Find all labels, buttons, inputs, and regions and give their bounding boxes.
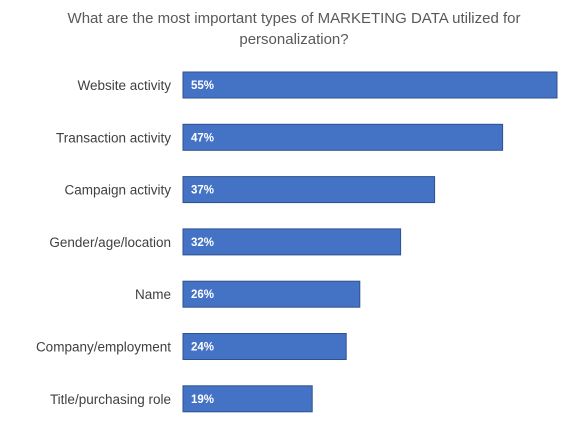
bar-campaign-activity <box>182 176 436 204</box>
value-label-company-employment: 24% <box>191 342 214 354</box>
category-label-campaign-activity: Campaign activity <box>64 183 171 198</box>
category-label-name: Name <box>135 287 171 302</box>
category-label-transaction-activity: Transaction activity <box>56 130 171 145</box>
bar-company-employment <box>182 333 347 360</box>
bar-title-purchasing-role <box>182 385 313 413</box>
value-label-transaction-activity: 47% <box>191 132 214 144</box>
category-label-company-employment: Company/employment <box>36 340 171 355</box>
bars-group: Website activity 55% Transaction activity 4… <box>36 71 558 413</box>
chart-title: What are the most important types of MAR… <box>0 8 588 50</box>
value-label-website-activity: 55% <box>191 80 214 92</box>
chart-title-line-1: What are the most important types of MAR… <box>67 10 521 27</box>
category-label-gender-age-location: Gender/age/location <box>49 235 171 250</box>
bar-transaction-activity <box>182 123 504 151</box>
value-label-campaign-activity: 37% <box>191 185 214 197</box>
value-label-title-purchasing-role: 19% <box>191 394 214 406</box>
category-label-title-purchasing-role: Title/purchasing role <box>50 392 171 407</box>
bar-gender-age-location <box>182 228 402 256</box>
bar-website-activity <box>182 71 558 99</box>
category-label-website-activity: Website activity <box>77 78 171 93</box>
value-label-gender-age-location: 32% <box>191 237 214 249</box>
value-label-name: 26% <box>191 289 214 301</box>
bar-name <box>182 280 361 308</box>
chart-title-line-2: personalization? <box>239 31 349 48</box>
